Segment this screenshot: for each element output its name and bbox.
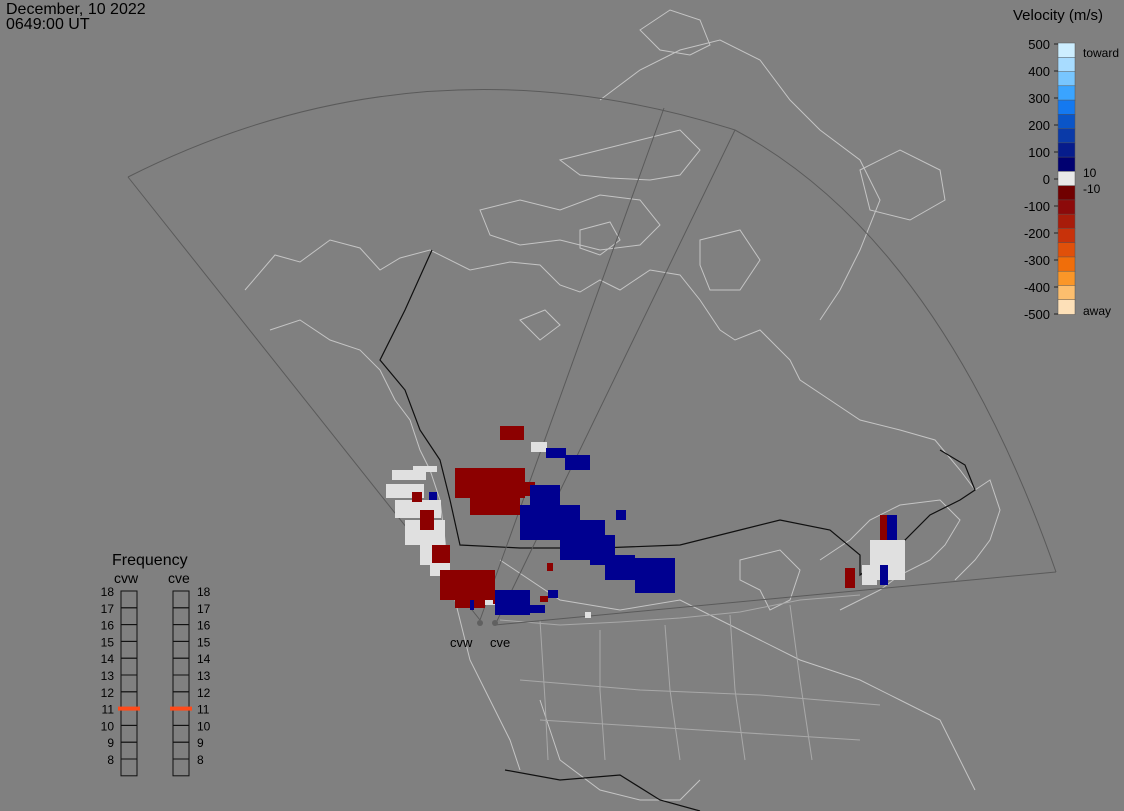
frequency-title: Frequency bbox=[112, 552, 188, 569]
colorbar-swatch bbox=[1057, 242, 1076, 258]
colorbar-swatch bbox=[1057, 285, 1076, 301]
colorbar-tick-label: -200 bbox=[1024, 226, 1050, 241]
frequency-radar-cvw: cvw bbox=[114, 570, 139, 586]
colorbar-tick-label: 100 bbox=[1028, 145, 1050, 160]
frequency-box bbox=[172, 758, 190, 777]
frequency-box bbox=[172, 640, 190, 659]
colorbar-tick-label: 400 bbox=[1028, 64, 1050, 79]
frequency-scale-label: 13 bbox=[101, 669, 115, 683]
frequency-box bbox=[172, 708, 190, 726]
frequency-scale-label: 11 bbox=[197, 703, 210, 717]
frequency-box bbox=[120, 624, 138, 642]
colorbar-swatch bbox=[1057, 128, 1076, 144]
colorbar-swatch bbox=[1057, 156, 1076, 173]
frequency-box bbox=[120, 691, 138, 710]
radar-label-cve: cve bbox=[490, 635, 510, 650]
frequency-scale-label: 8 bbox=[107, 753, 114, 767]
frequency-scale-label: 13 bbox=[197, 669, 211, 683]
colorbar-swatch bbox=[1057, 114, 1076, 130]
colorbar-label-neg-small: -10 bbox=[1083, 182, 1101, 196]
time-label: 0649:00 UT bbox=[6, 16, 90, 33]
frequency-box bbox=[172, 724, 190, 743]
colorbar-swatch bbox=[1057, 42, 1076, 59]
colorbar-swatch bbox=[1057, 299, 1076, 315]
frequency-box bbox=[120, 590, 138, 609]
colorbar-swatch bbox=[1057, 142, 1076, 158]
frequency-scale-label: 17 bbox=[197, 602, 211, 616]
colorbar-tick-label: 0 bbox=[1043, 172, 1050, 187]
frequency-box bbox=[172, 691, 190, 710]
frequency-scale-label: 8 bbox=[197, 753, 204, 767]
frequency-scale-label: 11 bbox=[102, 703, 115, 717]
frequency-scale-label: 16 bbox=[101, 619, 115, 633]
coastlines bbox=[244, 9, 1001, 801]
colorbar-swatch bbox=[1057, 57, 1076, 73]
frequency-scale-label: 10 bbox=[197, 719, 211, 733]
radar-site-cve bbox=[492, 620, 498, 626]
toward-velocity-cells bbox=[429, 448, 897, 615]
colorbar-tick-label: 500 bbox=[1028, 37, 1050, 52]
colorbar-tick-label: -400 bbox=[1024, 280, 1050, 295]
frequency-box bbox=[120, 724, 138, 743]
colorbar-tick-label: 300 bbox=[1028, 91, 1050, 106]
date-label: December, 10 2022 bbox=[6, 1, 146, 18]
frequency-box bbox=[120, 674, 138, 693]
colorbar-tick-label: 200 bbox=[1028, 118, 1050, 133]
frequency-scale-label: 18 bbox=[197, 585, 211, 599]
colorbar-title: Velocity (m/s) bbox=[1013, 7, 1103, 24]
frequency-scale-label: 15 bbox=[101, 635, 115, 649]
frequency-scale-label: 16 bbox=[197, 619, 211, 633]
velocity-scatter bbox=[386, 426, 905, 618]
colorbar-swatch bbox=[1057, 185, 1076, 201]
colorbar-tick-label: -300 bbox=[1024, 253, 1050, 268]
frequency-scale-label: 17 bbox=[101, 602, 115, 616]
frequency-box bbox=[120, 640, 138, 659]
frequency-box bbox=[172, 624, 190, 642]
frequency-scale-label: 14 bbox=[197, 652, 211, 666]
colorbar-swatch bbox=[1057, 228, 1076, 244]
colorbar-label-away: away bbox=[1083, 304, 1111, 318]
state-borders bbox=[499, 594, 881, 761]
frequency-marker-cve bbox=[170, 706, 192, 711]
colorbar-swatch bbox=[1057, 256, 1076, 272]
frequency-box bbox=[120, 741, 138, 760]
frequency-box bbox=[172, 741, 190, 760]
colorbar-swatch bbox=[1057, 199, 1076, 215]
colorbar-swatch bbox=[1057, 213, 1076, 230]
frequency-box bbox=[120, 708, 138, 726]
country-border bbox=[379, 249, 976, 811]
fov-outline bbox=[127, 89, 1057, 626]
frequency-scale-label: 9 bbox=[197, 736, 204, 750]
colorbar-label-pos-small: 10 bbox=[1083, 166, 1097, 180]
radar-site-cvw bbox=[477, 620, 483, 626]
frequency-box bbox=[172, 607, 190, 626]
frequency-box bbox=[120, 657, 138, 676]
frequency-scale-label: 15 bbox=[197, 635, 211, 649]
frequency-scale-label: 12 bbox=[101, 686, 115, 700]
colorbar-tick-label: -500 bbox=[1024, 307, 1050, 322]
colorbar-swatch bbox=[1057, 71, 1076, 87]
colorbar-swatch bbox=[1057, 85, 1076, 101]
frequency-scale-label: 12 bbox=[197, 686, 211, 700]
colorbar-swatch bbox=[1057, 171, 1076, 187]
frequency-radar-cve: cve bbox=[168, 570, 190, 586]
colorbar-swatch bbox=[1057, 270, 1076, 287]
colorbar-label-toward: toward bbox=[1083, 46, 1119, 60]
colorbar-tick-label: -100 bbox=[1024, 199, 1050, 214]
velocity-colorbar: Velocity (m/s) 500 400 300 200 100 0 -100 -200 -… bbox=[1013, 7, 1119, 322]
colorbar-swatch bbox=[1057, 99, 1076, 116]
frequency-box bbox=[120, 607, 138, 626]
frequency-box bbox=[172, 590, 190, 609]
frequency-scale-label: 10 bbox=[101, 719, 115, 733]
frequency-scale-label: 18 bbox=[101, 585, 115, 599]
frequency-scale-label: 14 bbox=[101, 652, 115, 666]
frequency-box bbox=[172, 657, 190, 676]
frequency-box bbox=[120, 758, 138, 777]
frequency-panel: Frequency cvw cve 18 18 17 17 16 16 15 15 14 14 13… bbox=[101, 552, 211, 777]
frequency-box bbox=[172, 674, 190, 693]
radar-label-cvw: cvw bbox=[450, 635, 473, 650]
frequency-marker-cvw bbox=[118, 706, 140, 711]
frequency-scale-label: 9 bbox=[107, 736, 114, 750]
